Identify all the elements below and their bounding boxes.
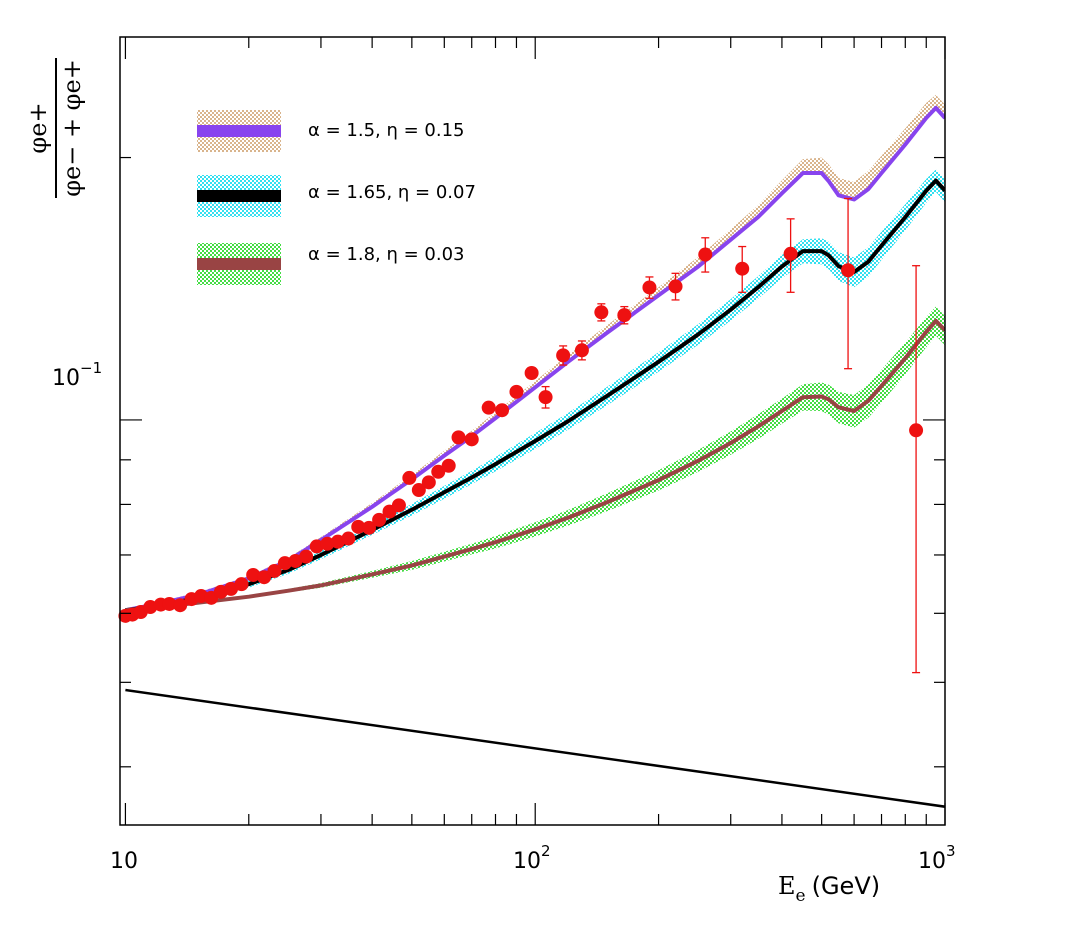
data-point-50	[841, 263, 856, 278]
data-point-16	[267, 563, 282, 578]
data-point-35	[464, 432, 479, 447]
legend-swatch-line-3	[197, 258, 281, 270]
data-point-4	[143, 600, 158, 615]
legend-entry-2: α = 1.65, η = 0.07	[197, 175, 476, 217]
data-point-15	[257, 570, 272, 585]
plot-frame	[119, 36, 946, 826]
line-series-3	[125, 318, 945, 613]
data-point-39	[524, 366, 539, 381]
y-axis-numerator: φe+	[24, 102, 52, 153]
data-point-28	[391, 498, 406, 513]
y-axis-title: φe+ φe− + φe+	[24, 58, 86, 198]
data-points	[118, 197, 924, 674]
y-axis-denominator: φe− + φe+	[58, 59, 86, 197]
data-point-25	[361, 520, 376, 535]
data-point-23	[341, 531, 356, 546]
data-point-48	[735, 261, 750, 276]
data-point-32	[431, 464, 446, 479]
data-point-33	[441, 458, 456, 473]
legend-swatch-line-1	[197, 125, 281, 137]
legend-label-3: α = 1.8, η = 0.03	[308, 244, 464, 265]
data-point-40	[538, 390, 553, 405]
data-point-42	[574, 343, 589, 358]
data-point-46	[668, 279, 683, 294]
x-axis-title: Ee (GeV)	[778, 872, 880, 906]
data-point-31	[421, 475, 436, 490]
legend-entry-1: α = 1.5, η = 0.15	[197, 110, 464, 152]
line-series-2	[125, 178, 945, 613]
band-series-1	[125, 94, 945, 611]
data-point-21	[320, 536, 335, 551]
data-point-51	[909, 423, 924, 438]
data-point-20	[309, 539, 324, 554]
data-point-26	[372, 512, 387, 527]
data-point-12	[224, 581, 239, 596]
uncertainty-bands	[125, 94, 945, 613]
data-point-49	[783, 246, 798, 261]
data-point-19	[299, 549, 314, 564]
data-point-47	[698, 247, 713, 262]
legend: α = 1.5, η = 0.15 α = 1.65, η = 0.07 α =…	[197, 110, 476, 285]
line-series-4	[125, 688, 945, 808]
data-point-43	[594, 305, 609, 320]
data-point-34	[451, 430, 466, 445]
x-tick-label-100: 102	[513, 842, 551, 874]
data-point-13	[234, 577, 249, 592]
y-tick-label-0.1: 10−1	[52, 359, 102, 391]
data-point-36	[481, 400, 496, 415]
data-point-45	[642, 280, 657, 295]
data-point-37	[495, 403, 510, 418]
legend-entry-3: α = 1.8, η = 0.03	[197, 243, 464, 285]
data-point-14	[246, 567, 261, 582]
legend-label-1: α = 1.5, η = 0.15	[308, 120, 464, 141]
data-point-24	[351, 519, 366, 534]
data-point-44	[617, 308, 632, 323]
axis-ticks	[120, 37, 946, 825]
legend-swatch-line-2	[197, 190, 281, 202]
data-point-29	[402, 470, 417, 485]
data-point-18	[288, 553, 303, 568]
data-point-17	[277, 556, 292, 571]
data-point-6	[162, 596, 177, 611]
x-tick-label-10: 10	[110, 849, 138, 874]
data-point-30	[411, 483, 426, 498]
data-point-38	[509, 384, 524, 399]
legend-label-2: α = 1.65, η = 0.07	[308, 182, 476, 203]
data-point-41	[556, 348, 571, 363]
data-point-7	[173, 598, 188, 613]
band-series-3	[125, 306, 945, 611]
x-tick-label-1000: 103	[918, 842, 956, 874]
